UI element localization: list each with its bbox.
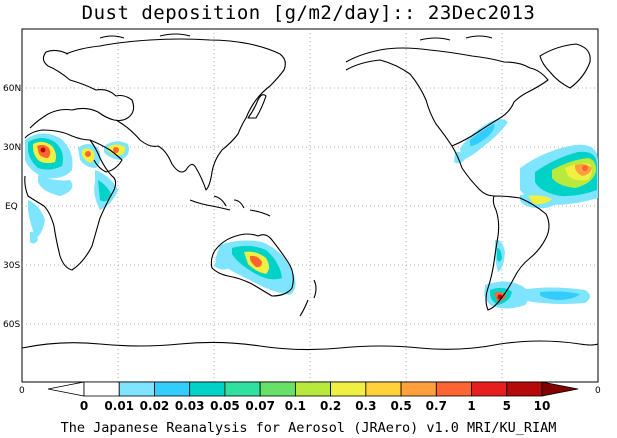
colorbar-cell	[435, 381, 472, 397]
coastlines	[21, 33, 599, 351]
colorbar-label: 0.07	[245, 399, 275, 413]
colorbar-cell	[330, 381, 367, 397]
dust-shading	[25, 119, 598, 309]
colorbar-label: 0.7	[426, 399, 447, 413]
coast-indonesia	[189, 195, 271, 217]
credit-line: The Japanese Reanalysis for Aerosol (JRA…	[60, 420, 557, 436]
coast-new-zealand	[299, 279, 317, 317]
colorbar-cell	[506, 381, 543, 397]
colorbar-label: 1	[467, 399, 475, 413]
coast-asia	[65, 38, 286, 191]
page-title: Dust deposition [g/m2/day]:: 23Dec2013	[81, 2, 536, 24]
colorbar-arrow-high	[541, 381, 579, 397]
coast-japan	[247, 94, 267, 119]
colorbar	[47, 381, 579, 397]
colorbar-label: 0.02	[140, 399, 170, 413]
coast-greenland	[539, 43, 591, 89]
colorbar-label: 0.01	[104, 399, 134, 413]
lat-label-30s: 30S	[3, 261, 20, 271]
lat-label-30n: 30N	[3, 143, 21, 153]
coast-australia	[210, 233, 294, 297]
colorbar-label: 0.2	[320, 399, 341, 413]
lat-label-eq: EQ	[5, 202, 18, 212]
colorbar-label: 0.5	[390, 399, 411, 413]
colorbar-label: 5	[503, 399, 511, 413]
colorbar-cell	[294, 381, 332, 397]
colorbar-cell	[189, 381, 226, 397]
colorbar-label: 0.1	[285, 399, 306, 413]
colorbar-cell	[154, 381, 191, 397]
colorbar-label: 0.3	[355, 399, 376, 413]
colorbar-cell	[224, 381, 261, 397]
colorbar-arrow-low	[47, 381, 85, 397]
coast-north-america	[345, 47, 549, 197]
coast-africa	[24, 129, 117, 271]
colorbar-cell	[400, 381, 437, 397]
colorbar-label: 0	[80, 399, 88, 413]
coast-arabia	[89, 139, 123, 173]
colorbar-label: 10	[534, 399, 551, 413]
colorbar-cell	[471, 381, 508, 397]
lat-label-60n: 60N	[3, 84, 21, 94]
coast-south-america	[485, 195, 550, 311]
coast-europe	[29, 49, 135, 129]
colorbar-cell	[83, 381, 120, 397]
colorbar-labels: 0 0.01 0.02 0.03 0.05 0.07 0.1 0.2 0.3 0.5 0.7 1 5 10	[80, 399, 551, 413]
colorbar-label: 0.05	[210, 399, 240, 413]
colorbar-label: 0.03	[175, 399, 205, 413]
colorbar-cell	[259, 381, 296, 397]
lat-label-60s: 60S	[3, 320, 20, 330]
colorbar-cell	[118, 381, 155, 397]
coast-antarctica	[21, 340, 599, 351]
lon-label-left: 0	[19, 386, 25, 396]
coast-arctic-islands	[99, 33, 493, 41]
lon-label-right: 0	[595, 386, 601, 396]
colorbar-cell	[365, 381, 402, 397]
